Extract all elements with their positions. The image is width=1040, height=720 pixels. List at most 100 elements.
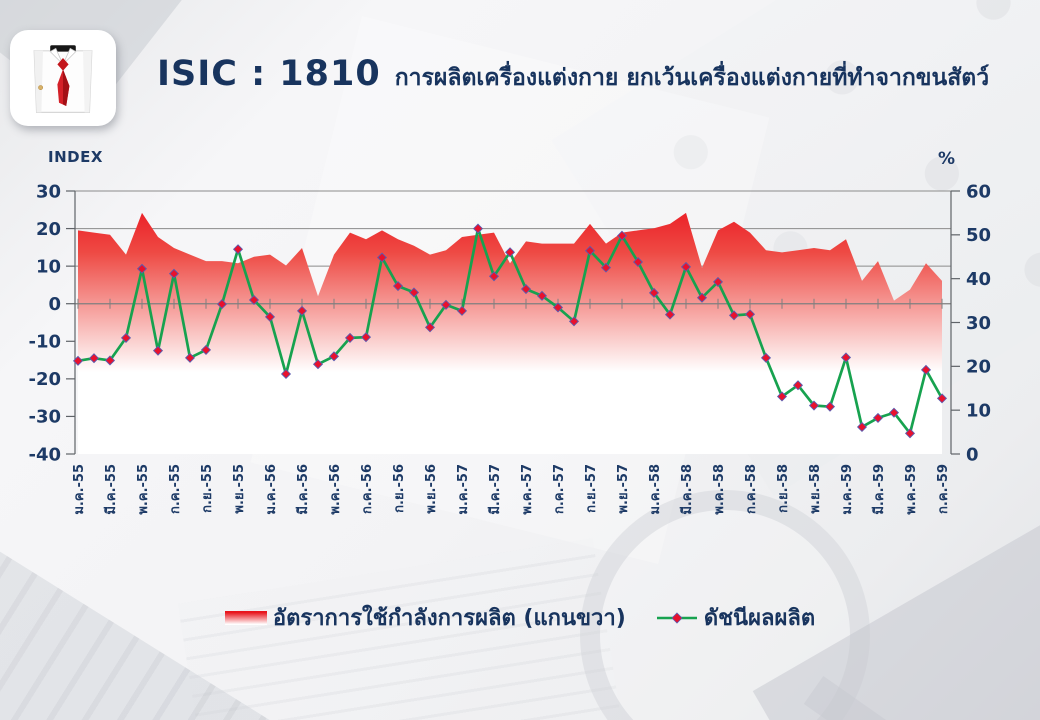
x-axis-tick-label: พ.ค.-58 xyxy=(712,464,727,515)
legend-label: ดัชนีผลผลิต xyxy=(703,606,816,631)
left-axis-tick-label: -40 xyxy=(28,444,61,465)
data-point-marker xyxy=(440,299,452,310)
right-axis-tick-label: 40 xyxy=(966,269,991,290)
data-point-marker xyxy=(184,352,196,363)
data-point-marker xyxy=(376,252,388,263)
x-axis-tick-label: ก.ย.-57 xyxy=(584,464,599,513)
x-axis-tick-label: พ.ย.-57 xyxy=(616,464,631,514)
data-point-marker xyxy=(296,305,308,316)
data-point-marker xyxy=(840,352,852,363)
x-axis-tick-label: พ.ค.-59 xyxy=(904,464,919,515)
data-point-marker xyxy=(360,332,372,343)
data-point-marker xyxy=(920,364,932,375)
data-point-marker xyxy=(728,310,740,321)
data-point-marker xyxy=(568,316,580,327)
data-point-marker xyxy=(680,261,692,272)
x-axis-tick-label: ม.ค.-59 xyxy=(840,464,855,515)
data-point-marker xyxy=(408,287,420,298)
data-point-marker xyxy=(888,407,900,418)
data-point-marker xyxy=(280,368,292,380)
area-series-swatch-icon xyxy=(224,610,267,625)
right-axis-tick-label: 0 xyxy=(966,444,979,465)
data-point-marker xyxy=(936,393,948,404)
capacity-utilization-area-series xyxy=(78,212,942,454)
data-point-marker xyxy=(552,302,564,313)
left-axis-tick-label: -30 xyxy=(28,407,61,428)
data-point-marker xyxy=(776,391,788,402)
left-axis-tick-label: -20 xyxy=(28,369,61,390)
left-axis-tick-label: 20 xyxy=(36,219,61,240)
data-point-marker xyxy=(248,294,260,305)
data-point-marker xyxy=(744,309,756,320)
data-point-marker xyxy=(760,352,772,363)
data-point-marker xyxy=(648,287,660,298)
data-point-marker xyxy=(168,268,180,279)
data-point-marker xyxy=(600,262,612,273)
right-axis-tick-label: 20 xyxy=(966,357,991,378)
x-axis-tick-label: ก.ค.-56 xyxy=(360,464,375,514)
right-axis-tick-label: 10 xyxy=(966,400,991,421)
x-axis-tick-label: มี.ค.-55 xyxy=(103,464,119,515)
x-axis-tick-label: มี.ค.-59 xyxy=(871,464,887,515)
left-axis-tick-label: 0 xyxy=(48,294,61,315)
x-axis-tick-label: พ.ค.-57 xyxy=(520,464,535,515)
x-axis-tick-label: ก.ค.-55 xyxy=(168,464,183,514)
data-point-marker xyxy=(504,247,516,258)
data-point-marker xyxy=(824,401,836,412)
legend-item-capacity-utilization: อัตราการใช้กำลังการผลิต (แกนขวา) xyxy=(224,600,626,635)
data-point-marker xyxy=(456,305,468,316)
data-point-marker xyxy=(232,244,244,255)
data-point-marker xyxy=(808,400,820,411)
left-axis-tick-label: -10 xyxy=(28,332,61,353)
data-point-marker xyxy=(104,355,116,366)
line-series-swatch-icon xyxy=(656,611,697,624)
data-point-marker xyxy=(856,421,868,432)
data-point-marker xyxy=(88,353,100,364)
x-axis-tick-label: ม.ค.-55 xyxy=(72,464,87,515)
x-axis-tick-label: ก.ค.-59 xyxy=(936,464,951,514)
x-axis-tick-label: ก.ย.-55 xyxy=(200,464,215,513)
data-point-marker xyxy=(328,351,340,362)
data-point-marker xyxy=(344,332,356,343)
data-point-marker xyxy=(200,344,212,355)
data-point-marker xyxy=(536,290,548,301)
data-point-marker xyxy=(632,256,644,268)
x-axis-tick-label: ก.ย.-58 xyxy=(776,464,791,513)
data-point-marker xyxy=(424,322,436,333)
data-point-marker xyxy=(488,271,500,282)
legend-item-production-index: ดัชนีผลผลิต xyxy=(656,600,815,635)
x-axis-tick-label: ม.ค.-56 xyxy=(264,464,279,515)
x-axis-tick-label: มี.ค.-57 xyxy=(487,464,503,515)
x-axis-tick-label: พ.ย.-55 xyxy=(232,464,247,514)
x-axis-tick-label: พ.ค.-55 xyxy=(136,464,151,515)
data-point-marker xyxy=(120,332,132,343)
x-axis-tick-label: มี.ค.-56 xyxy=(295,464,311,515)
isic-description: การผลิตเครื่องแต่งกาย ยกเว้นเครื่องแต่งก… xyxy=(394,65,990,91)
x-axis-tick-label: มี.ค.-58 xyxy=(679,464,695,515)
x-axis-tick-label: ก.ย.-56 xyxy=(392,464,407,513)
x-axis-tick-label: พ.ค.-56 xyxy=(328,464,343,515)
data-point-marker xyxy=(72,355,84,366)
data-point-marker xyxy=(696,292,708,303)
left-axis-tick-label: 30 xyxy=(36,181,61,202)
x-axis-tick-label: ม.ค.-58 xyxy=(648,464,663,515)
data-point-marker xyxy=(136,263,148,274)
data-point-marker xyxy=(904,428,916,439)
data-point-marker xyxy=(664,309,676,320)
data-point-marker xyxy=(584,245,596,256)
data-point-marker xyxy=(712,276,724,287)
x-axis-tick-label: ม.ค.-57 xyxy=(456,464,471,515)
right-axis-tick-label: 60 xyxy=(966,181,991,202)
x-axis-tick-label: พ.ย.-56 xyxy=(424,464,439,514)
data-point-marker xyxy=(872,412,884,423)
data-point-marker xyxy=(520,284,532,295)
left-axis-unit-label: INDEX xyxy=(48,148,103,166)
right-axis-tick-label: 50 xyxy=(966,225,991,246)
isic-code: ISIC : 1810 xyxy=(157,54,381,94)
data-point-marker xyxy=(616,230,628,241)
legend: อัตราการใช้กำลังการผลิต (แกนขวา) ดัชนีผล… xyxy=(0,600,1040,635)
data-point-marker xyxy=(264,311,276,322)
right-axis-unit-label: % xyxy=(938,149,956,169)
